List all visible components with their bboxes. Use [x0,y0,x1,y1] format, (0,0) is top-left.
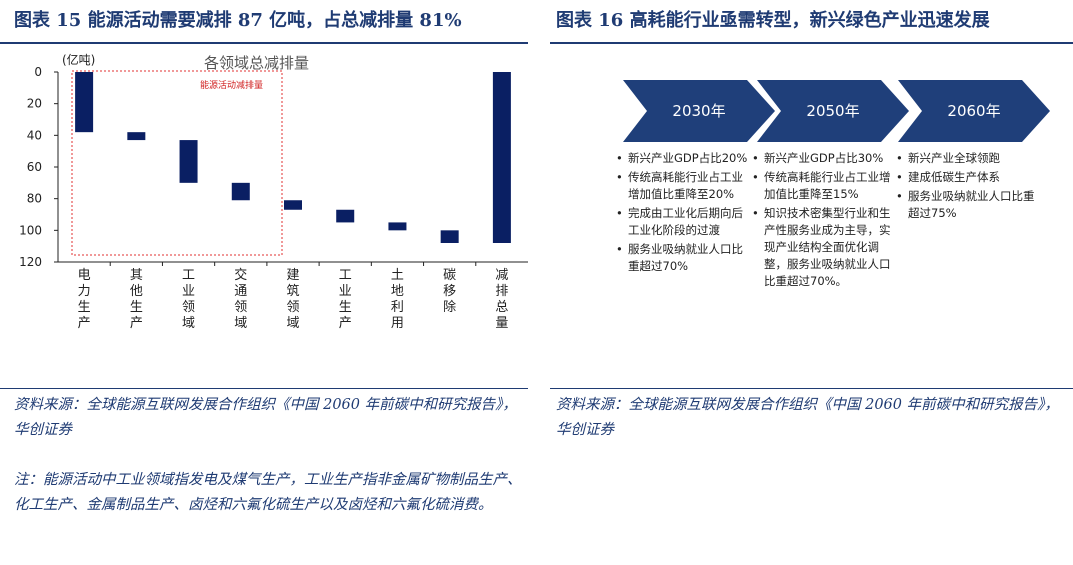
y-tick-label: 80 [27,192,42,206]
category-label: 碳移除 [443,268,457,315]
bar-9 [492,72,511,243]
y-tick-label: 20 [27,97,42,111]
category-label: 工业生产 [338,268,352,331]
left-footer-rule [0,388,528,389]
bar-2 [127,132,146,141]
category-label: 其他生产 [129,268,143,331]
arrow-2050: 2050年 [757,80,909,142]
right-title-rule [550,42,1073,44]
bar-7 [388,222,407,231]
bar-6 [336,209,355,223]
y-tick-label: 40 [27,128,42,142]
bar-8 [440,230,459,243]
arrow-2060: 2060年 [898,80,1050,142]
left-figure-title: 图表 15 能源活动需要减排 87 亿吨，占总减排量 81% [14,10,462,31]
right-figure-title: 图表 16 高耗能行业亟需转型，新兴绿色产业迅速发展 [556,10,990,31]
bar-3 [179,140,198,183]
milestone-item: 新兴产业GDP占比30% [752,150,892,167]
left-source: 资料来源：全球能源互联网发展合作组织《中国 2060 年前碳中和研究报告》，华创… [14,397,517,438]
y-tick-label: 100 [19,223,42,237]
chart-title: 各领域总减排量 [204,54,309,72]
bar-1 [75,72,94,133]
arrow-2030: 2030年 [623,80,775,142]
right-footer-rule [550,388,1073,389]
milestones-2060: 新兴产业全球领跑 建成低碳生产体系 服务业吸纳就业人口比重超过75% [894,150,1036,224]
milestone-item: 新兴产业GDP占比20% [616,150,748,167]
category-label: 交通领域 [234,268,248,331]
category-label: 电力生产 [77,268,91,331]
milestone-item: 知识技术密集型行业和生产性服务业成为主导，实现产业结构全面优化调整，服务业吸纳就… [752,205,892,290]
y-tick-label: 120 [19,255,42,269]
arrow-label: 2050年 [806,102,860,120]
milestones-2030: 新兴产业GDP占比20% 传统高耗能行业占工业增加值比重降至20% 完成由工业化… [614,150,748,277]
left-title-rule [0,42,528,44]
bar-4 [231,182,250,201]
y-tick-label: 60 [27,160,42,174]
unit-label: (亿吨) [62,52,95,67]
milestone-item: 传统高耗能行业占工业增加值比重降至20% [616,169,748,203]
milestone-item: 服务业吸纳就业人口比重超过70% [616,241,748,275]
energy-activity-box [71,70,283,256]
milestone-item: 新兴产业全球领跑 [896,150,1036,167]
right-source: 资料来源：全球能源互联网发展合作组织《中国 2060 年前碳中和研究报告》，华创… [556,397,1059,438]
category-label: 建筑领域 [286,268,300,331]
milestone-item: 服务业吸纳就业人口比重超过75% [896,188,1036,222]
milestone-item: 完成由工业化后期向后工业化阶段的过渡 [616,205,748,239]
y-tick-label: 0 [34,65,42,79]
left-note: 注：能源活动中工业领域指发电及煤气生产，工业生产指非金属矿物制品生产、化工生产、… [14,472,522,513]
category-label: 土地利用 [390,268,404,331]
bar-5 [284,200,302,210]
milestones-2050: 新兴产业GDP占比30% 传统高耗能行业占工业增加值比重降至15% 知识技术密集… [750,150,892,292]
arrow-label: 2030年 [672,102,726,120]
energy-activity-annotation: 能源活动减排量 [200,79,263,91]
arrow-label: 2060年 [947,102,1001,120]
milestone-item: 建成低碳生产体系 [896,169,1036,186]
category-label: 工业领域 [182,268,196,331]
milestone-item: 传统高耗能行业占工业增加值比重降至15% [752,169,892,203]
category-label: 减排总量 [495,268,509,331]
waterfall-chart: 0 20 40 60 80 100 120 (亿吨) 各领域总减排量 能源活动减排量 [19,52,528,269]
